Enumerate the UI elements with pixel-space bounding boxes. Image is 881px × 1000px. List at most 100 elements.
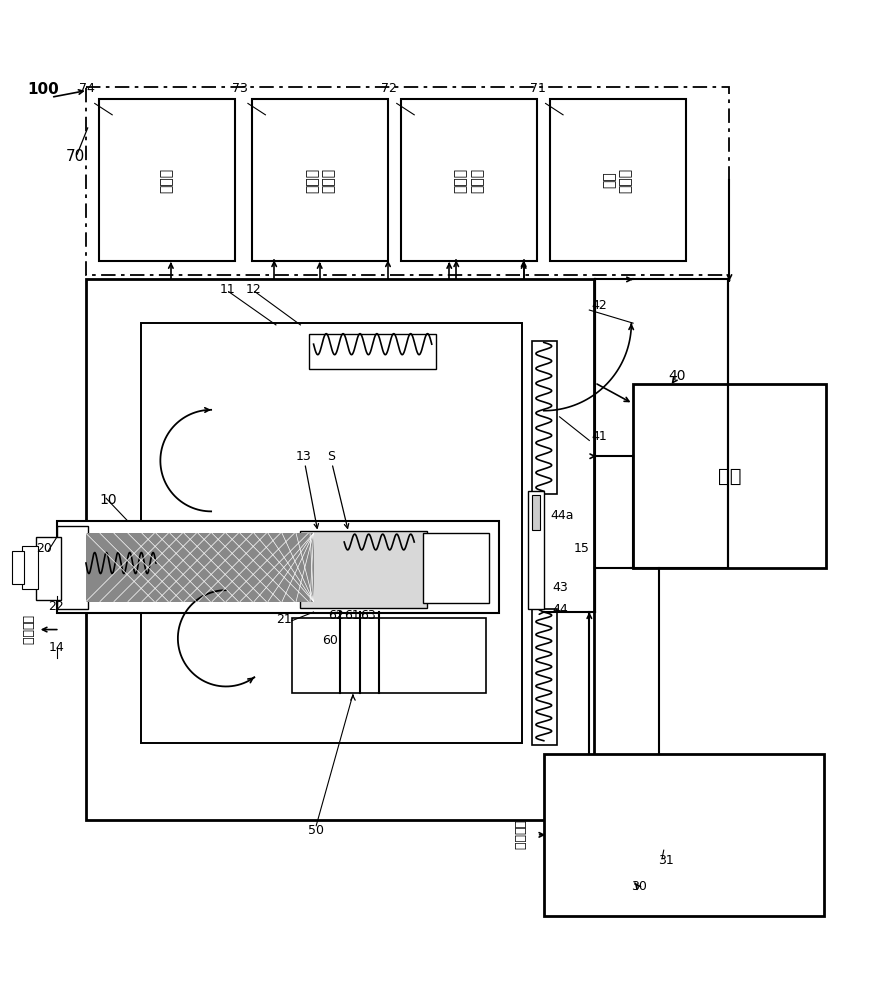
Point (463, 485, 478, 501)
Point (554, 469, 568, 485)
Point (418, 603, 433, 619)
Point (281, 602, 295, 618)
Point (152, 624, 167, 640)
Point (396, 803, 411, 819)
Point (130, 423, 144, 439)
Point (454, 665, 468, 681)
Point (175, 757, 189, 773)
Point (351, 641, 365, 657)
Point (426, 354, 440, 370)
Point (91, 575, 105, 591)
Point (416, 638, 430, 654)
Point (222, 443, 236, 459)
Point (261, 419, 275, 435)
Point (423, 381, 437, 397)
Point (395, 280, 409, 296)
Point (245, 389, 259, 405)
Point (336, 473, 350, 489)
Point (199, 685, 213, 701)
Point (387, 592, 401, 608)
Point (432, 536, 446, 552)
Point (146, 405, 160, 421)
Point (559, 806, 574, 822)
Point (389, 731, 403, 747)
Point (243, 349, 257, 365)
Point (167, 282, 181, 298)
Point (185, 700, 199, 716)
Point (501, 612, 515, 628)
Point (122, 404, 136, 420)
Point (385, 740, 399, 756)
Point (361, 375, 375, 391)
Point (147, 277, 161, 293)
Point (418, 311, 432, 327)
Point (432, 487, 446, 503)
Point (395, 686, 409, 702)
Point (345, 517, 359, 533)
Point (250, 690, 264, 706)
Point (418, 521, 432, 537)
Point (495, 687, 509, 703)
Text: 气体排出: 气体排出 (21, 615, 33, 645)
Point (255, 414, 270, 430)
Point (503, 591, 517, 607)
Point (258, 480, 272, 496)
Point (357, 765, 371, 781)
Point (339, 599, 353, 615)
Point (169, 395, 183, 411)
Point (531, 342, 545, 358)
Point (218, 520, 232, 536)
Point (460, 531, 474, 547)
Point (566, 406, 580, 422)
Point (269, 508, 283, 524)
Point (566, 517, 581, 533)
Bar (57, 526, 88, 609)
Point (233, 590, 248, 606)
Point (389, 540, 403, 556)
Point (144, 611, 159, 627)
Point (572, 381, 586, 397)
Point (162, 461, 176, 477)
Point (396, 469, 410, 485)
Point (493, 570, 507, 586)
Point (441, 624, 455, 640)
Point (180, 485, 194, 501)
Point (390, 320, 404, 336)
Point (518, 423, 532, 439)
Point (204, 787, 218, 803)
Point (231, 360, 245, 376)
Point (126, 387, 140, 403)
Point (280, 318, 294, 334)
Point (517, 636, 531, 652)
Point (479, 531, 493, 547)
Point (404, 679, 418, 695)
Point (495, 462, 509, 478)
Point (171, 627, 185, 643)
Point (377, 618, 391, 634)
Point (174, 371, 188, 387)
Point (229, 336, 243, 352)
Point (335, 537, 349, 553)
Point (309, 419, 323, 435)
Point (523, 603, 537, 619)
Point (313, 419, 327, 435)
Point (396, 538, 411, 554)
Point (320, 371, 334, 387)
Point (245, 547, 259, 563)
Point (396, 406, 411, 422)
Point (274, 764, 288, 780)
Point (350, 490, 364, 506)
Point (295, 696, 309, 712)
Point (473, 429, 487, 445)
Point (330, 518, 344, 534)
Point (203, 652, 217, 668)
Point (320, 482, 334, 498)
Point (352, 770, 366, 786)
Point (293, 388, 307, 404)
Point (195, 459, 209, 475)
Point (501, 501, 515, 517)
Point (429, 300, 443, 316)
Point (182, 459, 196, 475)
Point (412, 324, 426, 340)
Point (241, 544, 255, 560)
